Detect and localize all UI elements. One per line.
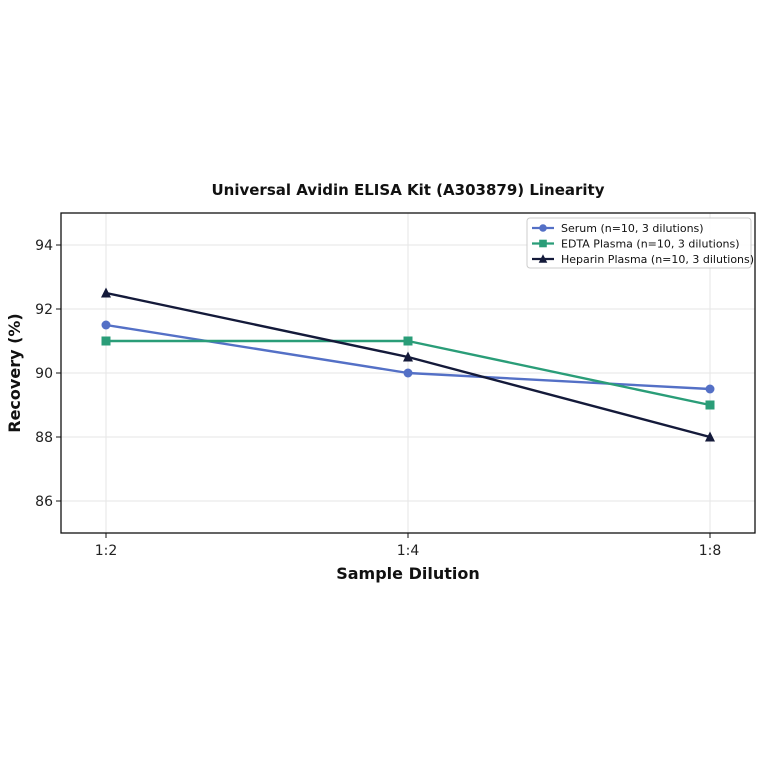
legend-marker-serum (539, 224, 547, 232)
data-point-serum (403, 368, 413, 378)
x-axis-label: Sample Dilution (336, 564, 480, 583)
y-tick-label: 88 (35, 430, 53, 446)
chart-title: Universal Avidin ELISA Kit (A303879) Lin… (211, 181, 604, 199)
data-point-serum (101, 320, 111, 330)
legend-label-edta-plasma: EDTA Plasma (n=10, 3 dilutions) (561, 238, 740, 251)
series-edta-plasma (101, 336, 715, 410)
data-point-edta-plasma (705, 400, 715, 410)
y-tick-label: 94 (35, 238, 53, 254)
y-axis-label: Recovery (%) (5, 313, 24, 432)
data-point-heparin-plasma (403, 351, 413, 362)
x-tick-label: 1:8 (699, 543, 722, 559)
series-heparin-plasma (101, 287, 715, 442)
legend-label-heparin-plasma: Heparin Plasma (n=10, 3 dilutions) (561, 253, 754, 266)
data-point-serum (705, 384, 715, 394)
axis-ticks: 86 88 90 92 94 1:2 1:4 1:8 (35, 238, 721, 559)
data-point-heparin-plasma (101, 287, 111, 298)
legend: Serum (n=10, 3 dilutions) EDTA Plasma (n=… (526, 217, 754, 269)
data-point-heparin-plasma (705, 431, 715, 442)
legend-box (526, 217, 752, 269)
series-layer (101, 287, 715, 442)
legend-marker-edta-plasma (539, 239, 547, 248)
data-point-edta-plasma (101, 336, 111, 346)
y-tick-label: 90 (35, 366, 53, 382)
legend-marker-heparin-plasma (538, 254, 548, 263)
y-tick-label: 86 (35, 494, 53, 510)
x-tick-label: 1:4 (397, 543, 420, 559)
legend-label-serum: Serum (n=10, 3 dilutions) (561, 222, 704, 235)
data-point-edta-plasma (403, 336, 413, 346)
x-tick-label: 1:2 (95, 543, 118, 559)
y-tick-label: 92 (35, 302, 53, 318)
